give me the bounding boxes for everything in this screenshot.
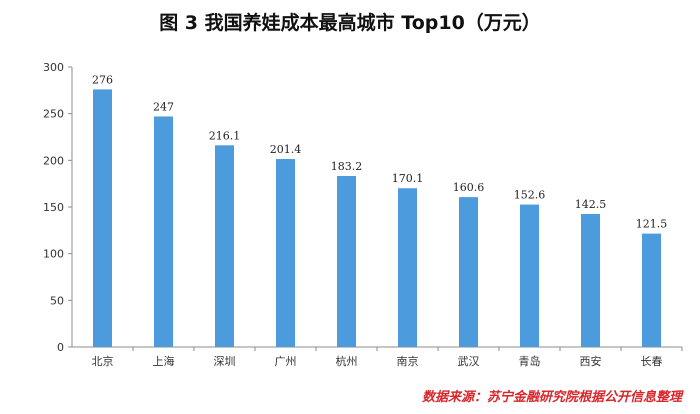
x-tick-label: 上海	[153, 354, 175, 368]
bars	[93, 89, 661, 348]
data-label: 276	[92, 73, 113, 86]
x-tick-labels: 北京 上海 深圳 广州 杭州 南京 武汉 青岛 西安 长春	[92, 354, 663, 368]
chart-title: 图 3 我国养娃成本最高城市 Top10（万元）	[159, 12, 541, 34]
bar	[337, 176, 356, 347]
data-label: 160.6	[453, 181, 485, 194]
data-label: 183.2	[331, 160, 363, 173]
bar	[520, 204, 539, 347]
bar	[581, 214, 600, 347]
data-label: 142.5	[575, 198, 607, 211]
data-source-note: 数据来源：苏宁金融研究院根据公开信息整理	[421, 390, 682, 405]
data-label: 152.6	[514, 189, 546, 202]
x-tick-label: 青岛	[519, 354, 541, 368]
y-tick-label: 100	[43, 248, 64, 261]
bar	[276, 159, 295, 347]
bar	[154, 116, 173, 347]
data-label: 247	[153, 100, 174, 113]
bar	[93, 89, 112, 348]
x-tick-label: 南京	[397, 354, 419, 368]
bar	[642, 233, 661, 347]
x-tick-label: 武汉	[458, 355, 480, 368]
y-tick-label: 50	[50, 294, 64, 307]
data-labels: 276 247 216.1 201.4 183.2 170.1 160.6 152.6 142.…	[92, 73, 667, 230]
y-tick-label: 300	[43, 61, 64, 74]
x-tick-label: 杭州	[336, 354, 358, 368]
bar	[459, 197, 478, 347]
y-tick-label: 0	[57, 341, 64, 354]
data-label: 170.1	[392, 172, 424, 185]
bar	[398, 188, 417, 347]
x-tick-label: 西安	[580, 354, 602, 368]
bar	[215, 145, 234, 347]
data-label: 216.1	[209, 129, 241, 142]
axes	[68, 66, 683, 351]
x-tick-label: 广州	[275, 355, 297, 368]
data-label: 121.5	[636, 218, 668, 231]
x-tick-label: 北京	[92, 354, 114, 368]
data-label: 201.4	[270, 143, 302, 156]
x-tick-label: 长春	[641, 355, 663, 368]
y-tick-labels: 0 50 100 150 200 250 300	[43, 61, 64, 354]
y-tick-label: 200	[43, 154, 64, 167]
x-tick-label: 深圳	[214, 355, 236, 368]
y-tick-label: 150	[43, 201, 64, 214]
y-tick-label: 250	[43, 108, 64, 121]
